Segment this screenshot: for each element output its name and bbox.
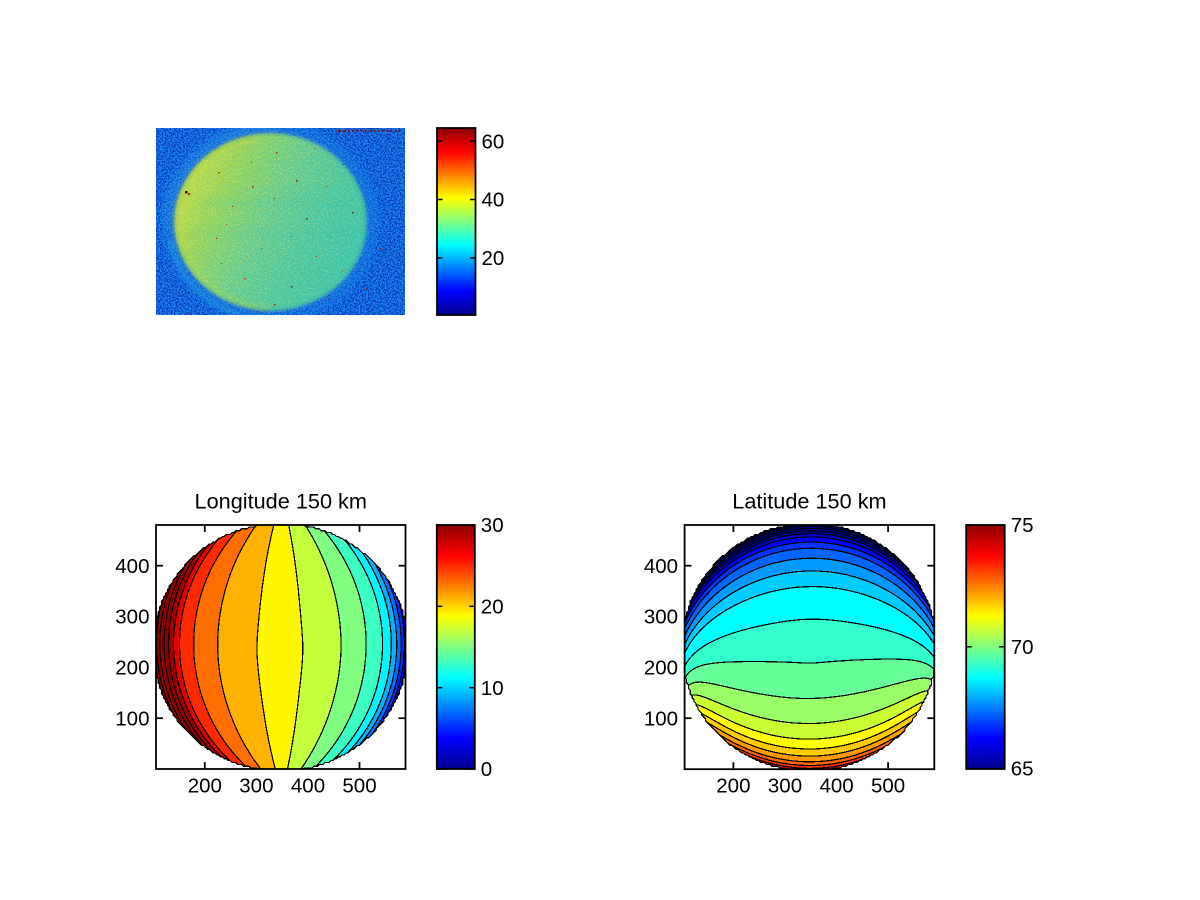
svg-text:20: 20	[481, 596, 504, 619]
svg-text:100: 100	[644, 707, 678, 730]
svg-text:400: 400	[115, 555, 149, 578]
svg-text:200: 200	[115, 657, 149, 680]
svg-text:500: 500	[871, 775, 905, 798]
svg-text:20: 20	[482, 247, 505, 270]
svg-text:100: 100	[115, 707, 149, 730]
svg-text:300: 300	[239, 775, 273, 798]
svg-text:70: 70	[1011, 636, 1034, 659]
svg-text:0: 0	[481, 758, 492, 781]
svg-text:400: 400	[291, 775, 325, 798]
svg-text:400: 400	[819, 775, 853, 798]
svg-text:30: 30	[481, 514, 504, 537]
svg-text:60: 60	[482, 130, 505, 153]
svg-text:300: 300	[768, 775, 802, 798]
svg-text:200: 200	[644, 657, 678, 680]
svg-text:75: 75	[1011, 514, 1034, 537]
svg-text:40: 40	[482, 189, 505, 212]
svg-text:65: 65	[1011, 758, 1034, 781]
svg-text:10: 10	[481, 677, 504, 700]
svg-text:300: 300	[644, 606, 678, 629]
svg-text:400: 400	[644, 555, 678, 578]
svg-text:200: 200	[716, 775, 750, 798]
svg-text:Longitude 150 km: Longitude 150 km	[195, 488, 367, 513]
svg-text:Latitude 150 km: Latitude 150 km	[732, 488, 886, 513]
svg-text:200: 200	[188, 775, 222, 798]
svg-text:300: 300	[115, 606, 149, 629]
svg-text:500: 500	[342, 775, 376, 798]
